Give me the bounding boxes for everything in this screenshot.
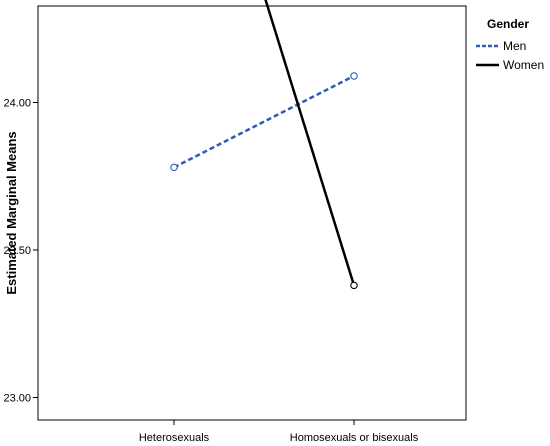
x-axis-ticks: Heterosexuals Homosexuals or bisexuals xyxy=(139,420,419,444)
data-point-men xyxy=(350,72,358,80)
y-axis-title: Estimated Marginal Means xyxy=(4,131,19,294)
x-tick-label: Heterosexuals xyxy=(139,432,210,444)
plot-area xyxy=(37,5,467,421)
y-tick-label: 24.00 xyxy=(3,98,31,110)
y-tick-label: 23.00 xyxy=(3,393,31,405)
legend-items: Men Women xyxy=(476,39,544,72)
legend: Gender Men Women xyxy=(476,17,544,72)
legend-label-men: Men xyxy=(503,39,526,53)
y-tick-label: 23.50 xyxy=(3,245,31,257)
series-layer xyxy=(170,0,358,290)
x-tick-label: Homosexuals or bisexuals xyxy=(290,432,419,444)
legend-title: Gender xyxy=(487,17,529,31)
data-point-women xyxy=(350,281,358,290)
legend-label-women: Women xyxy=(503,58,544,72)
series-line-women xyxy=(264,0,356,286)
data-point-men xyxy=(170,163,178,172)
series-line-men xyxy=(173,74,355,169)
